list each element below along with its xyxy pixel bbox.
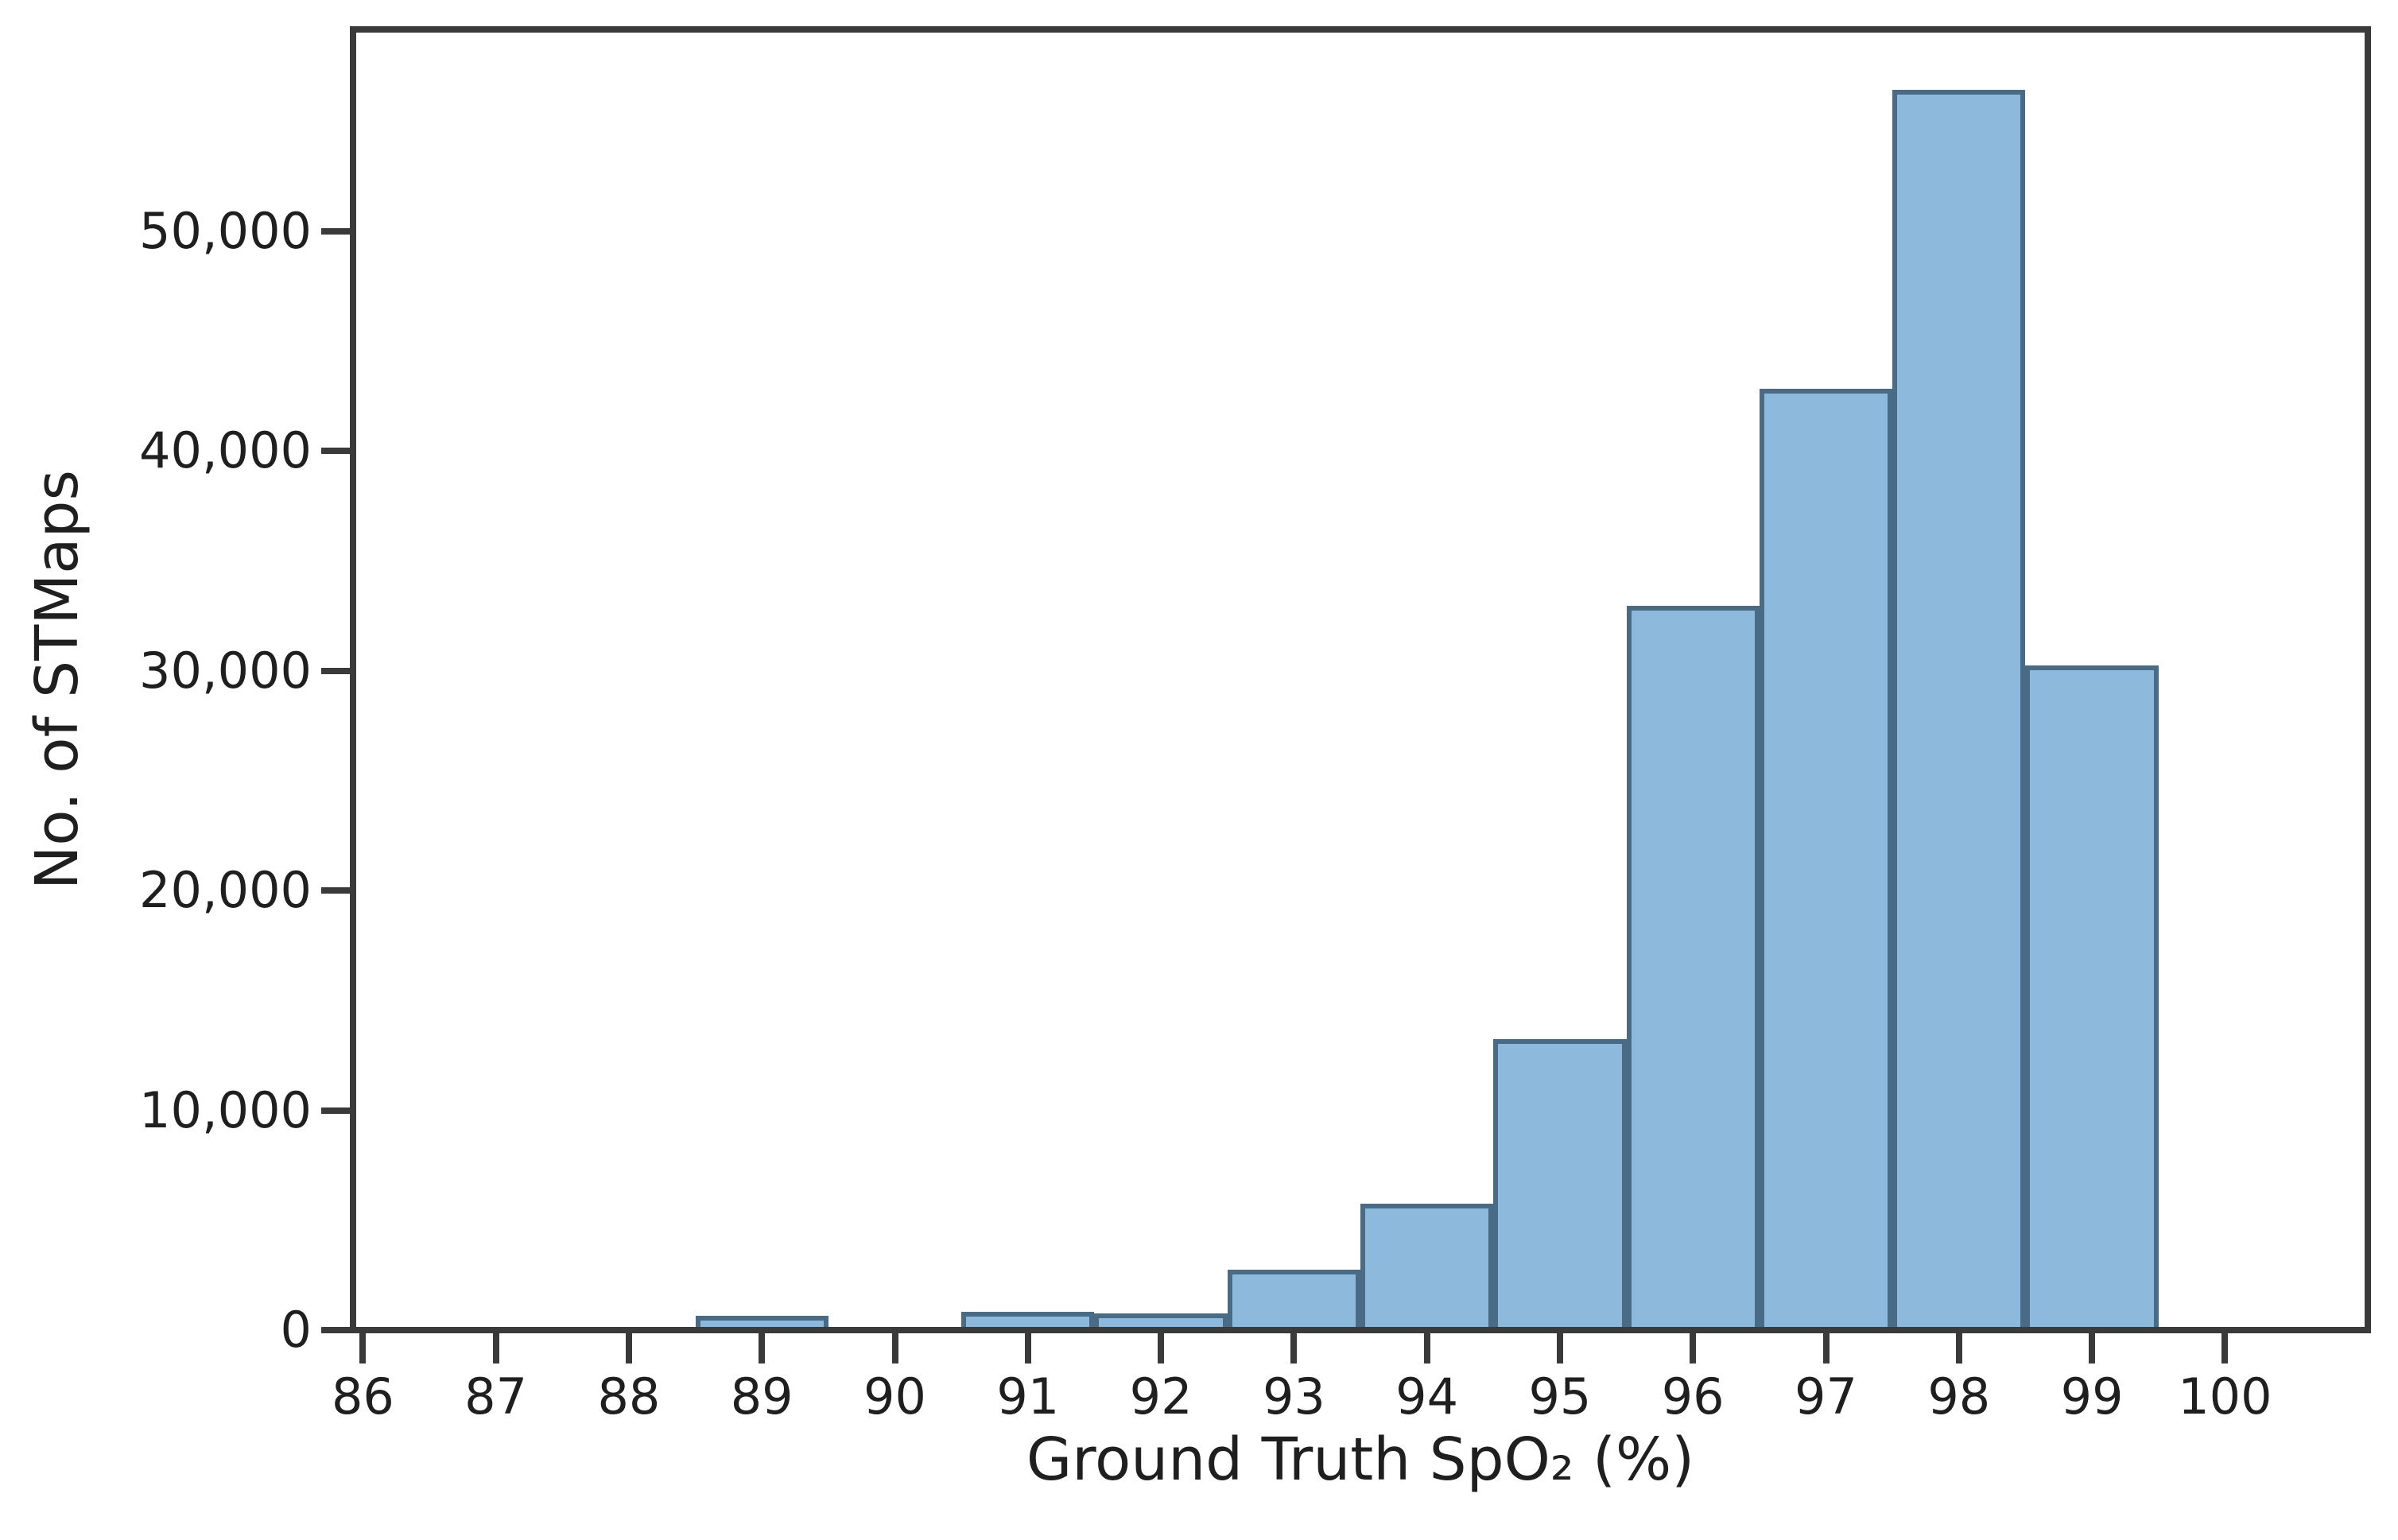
y-tick-10000 (321, 1107, 350, 1114)
y-tick-label-30000: 30,000 (139, 641, 312, 700)
x-tick-89 (759, 1333, 766, 1364)
x-tick-label-92: 92 (1129, 1367, 1193, 1426)
bar-97 (1759, 388, 1893, 1327)
x-tick-95 (1556, 1333, 1563, 1364)
x-tick-92 (1158, 1333, 1165, 1364)
y-tick-label-50000: 50,000 (139, 202, 312, 260)
x-tick-88 (625, 1333, 632, 1364)
x-tick-91 (1024, 1333, 1031, 1364)
x-axis-title: Ground Truth SpO₂ (%) (1026, 1426, 1695, 1494)
bar-94 (1360, 1204, 1494, 1327)
bar-98 (1892, 89, 2026, 1327)
x-tick-label-96: 96 (1661, 1367, 1725, 1426)
plot-area (350, 26, 2371, 1333)
x-tick-label-100: 100 (2178, 1367, 2272, 1426)
x-tick-label-86: 86 (331, 1367, 394, 1426)
x-tick-label-95: 95 (1528, 1367, 1592, 1426)
x-tick-label-89: 89 (730, 1367, 794, 1426)
x-tick-93 (1290, 1333, 1298, 1364)
x-tick-90 (891, 1333, 898, 1364)
y-tick-label-20000: 20,000 (139, 861, 312, 920)
x-tick-86 (359, 1333, 367, 1364)
x-tick-87 (492, 1333, 499, 1364)
x-tick-94 (1423, 1333, 1430, 1364)
y-tick-label-40000: 40,000 (139, 421, 312, 480)
y-tick-label-0: 0 (280, 1301, 312, 1359)
bar-92 (1094, 1313, 1228, 1327)
bar-91 (961, 1311, 1095, 1327)
y-tick-40000 (321, 448, 350, 455)
y-tick-0 (321, 1327, 350, 1333)
y-tick-label-10000: 10,000 (139, 1080, 312, 1139)
bar-96 (1626, 606, 1760, 1327)
x-tick-99 (2089, 1333, 2096, 1364)
bar-89 (695, 1316, 828, 1327)
y-tick-50000 (321, 228, 350, 235)
x-tick-label-87: 87 (464, 1367, 528, 1426)
x-tick-label-88: 88 (597, 1367, 661, 1426)
x-tick-label-94: 94 (1395, 1367, 1459, 1426)
bar-93 (1227, 1270, 1360, 1327)
x-tick-label-91: 91 (996, 1367, 1060, 1426)
y-axis-title: No. of STMaps (23, 469, 91, 890)
x-tick-100 (2221, 1333, 2229, 1364)
bar-99 (2025, 665, 2159, 1327)
x-tick-label-97: 97 (1795, 1367, 1857, 1426)
y-tick-30000 (321, 667, 350, 674)
bar-95 (1493, 1038, 1627, 1327)
x-tick-label-90: 90 (863, 1367, 926, 1426)
x-tick-97 (1822, 1333, 1830, 1364)
x-tick-96 (1690, 1333, 1697, 1364)
y-tick-20000 (321, 887, 350, 894)
x-tick-label-99: 99 (2060, 1367, 2124, 1426)
x-tick-label-98: 98 (1927, 1367, 1991, 1426)
x-tick-98 (1955, 1333, 1962, 1364)
x-tick-label-93: 93 (1262, 1367, 1325, 1426)
